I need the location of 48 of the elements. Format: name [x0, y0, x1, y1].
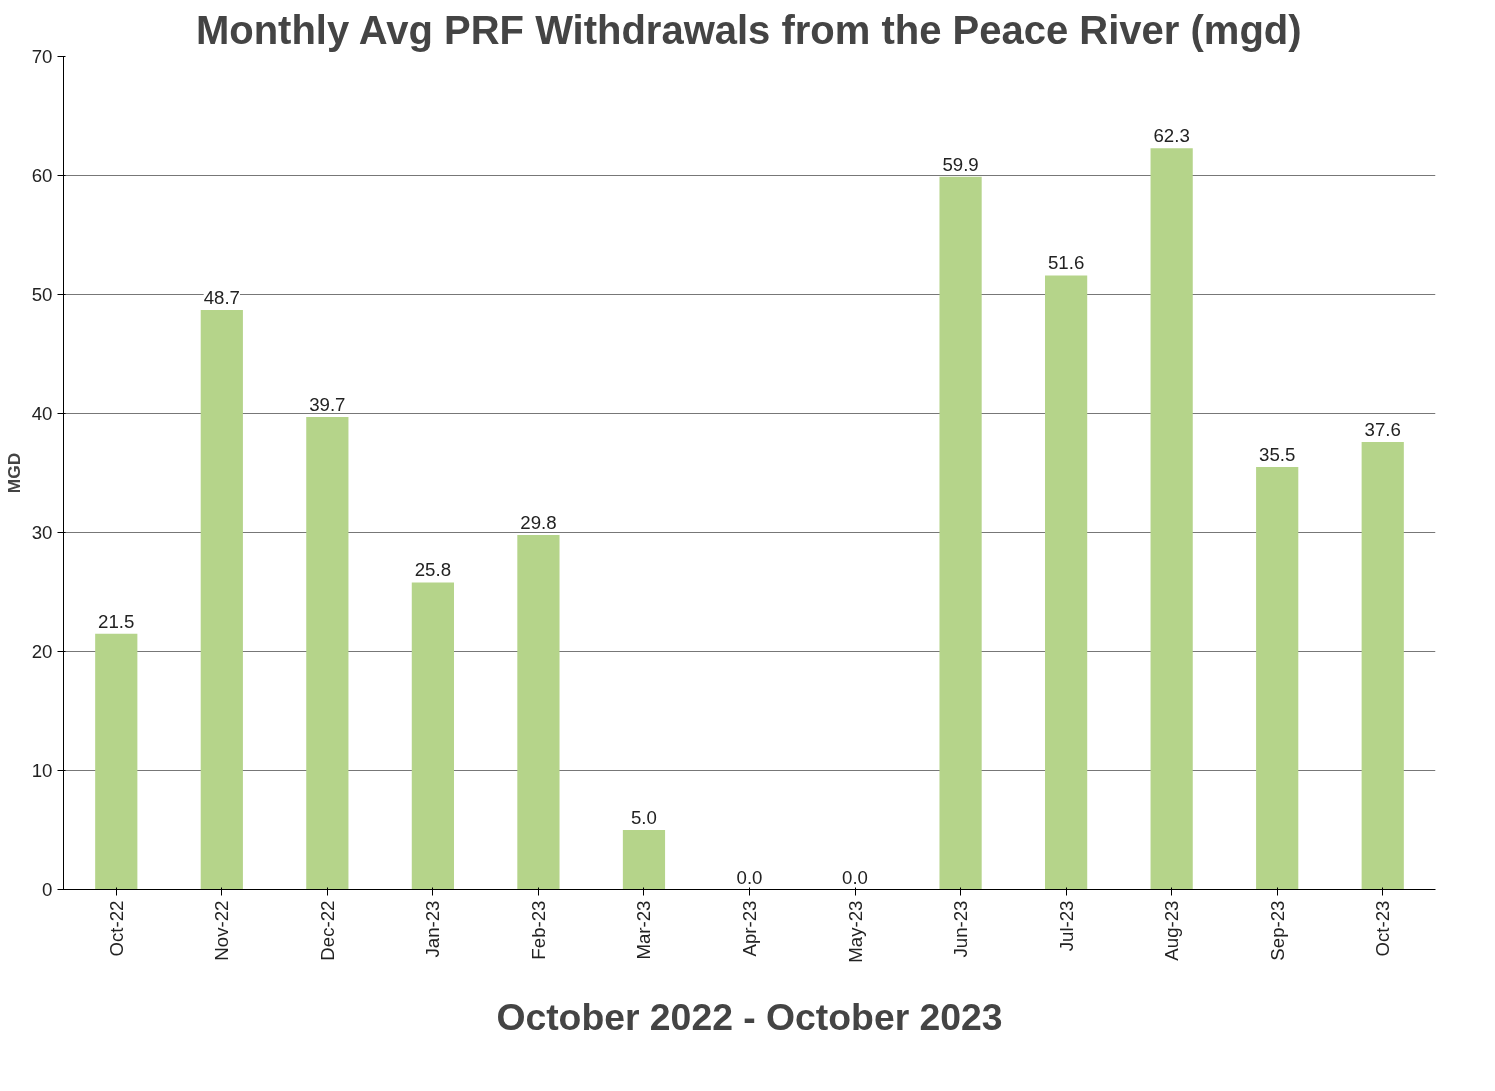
data-label: 5.0: [630, 807, 657, 828]
bar: [1150, 148, 1193, 890]
x-tick-label: Sep-23: [1266, 900, 1288, 961]
y-tick-label: 10: [31, 760, 53, 781]
x-tick-label: Apr-23: [739, 900, 760, 957]
bar: [517, 534, 560, 890]
bar: [411, 582, 454, 890]
bar: [1256, 467, 1299, 890]
y-tick-label: 40: [31, 403, 53, 424]
x-tick-label: Aug-23: [1161, 900, 1183, 961]
y-tick-label: 0: [42, 879, 53, 900]
data-label: 0.0: [842, 866, 869, 888]
bar: [95, 633, 138, 890]
x-axis-title: October 2022 - October 2023: [496, 995, 1003, 1038]
data-label: 59.9: [942, 153, 979, 175]
bar: [1045, 275, 1088, 890]
bar: [622, 830, 666, 890]
x-tick-label: Dec-22: [316, 900, 338, 961]
x-tick-label: Jul-23: [1055, 900, 1077, 952]
data-label: 0.0: [736, 866, 763, 888]
y-tick-label: 60: [31, 165, 53, 186]
x-tick-label: Oct-22: [105, 900, 127, 957]
data-label: 39.7: [309, 394, 346, 416]
data-label: 37.6: [1364, 419, 1401, 441]
data-label: 48.7: [203, 286, 240, 308]
data-label: 29.8: [520, 511, 557, 533]
data-label: 62.3: [1153, 125, 1190, 147]
bar: [306, 417, 349, 890]
x-tick-label: Nov-22: [211, 900, 233, 961]
x-tick-label: Jun-23: [950, 900, 972, 958]
x-tick-label: Mar-23: [633, 900, 655, 960]
bar: [939, 176, 982, 890]
chart-title: Monthly Avg PRF Withdrawals from the Peace River (mgd): [195, 7, 1302, 52]
data-label: 51.6: [1047, 252, 1085, 274]
x-tick-label: May-23: [844, 900, 866, 963]
bar: [200, 309, 243, 890]
x-tick-label: Oct-23: [1372, 900, 1394, 957]
x-tick-label: Jan-23: [422, 900, 444, 958]
y-tick-label: 70: [31, 46, 53, 67]
x-tick-label: Feb-23: [527, 900, 549, 960]
data-label: 35.5: [1259, 444, 1296, 466]
y-axis-title: MGD: [3, 452, 24, 494]
y-tick-label: 50: [31, 284, 53, 305]
data-label: 21.5: [98, 610, 135, 632]
data-label: 25.8: [414, 559, 452, 581]
y-tick-label: 20: [31, 641, 53, 662]
y-tick-label: 30: [31, 522, 53, 543]
bar: [1361, 442, 1404, 890]
